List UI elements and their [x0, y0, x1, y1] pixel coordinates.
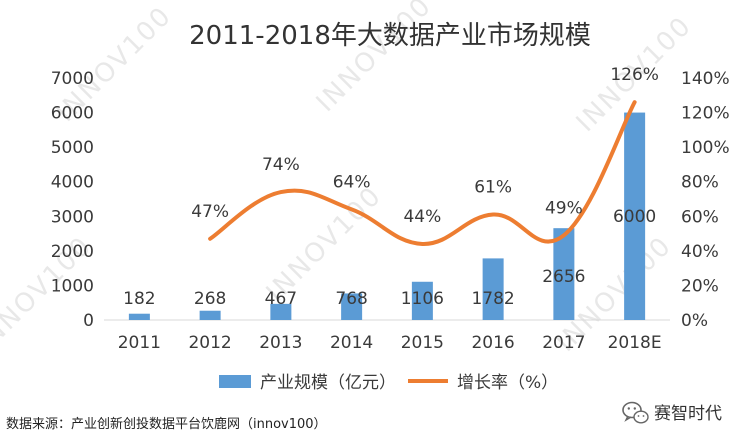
- bar-value-label: 182: [123, 289, 155, 309]
- bar: [482, 258, 504, 320]
- brand-name: 赛智时代: [654, 403, 722, 424]
- bar: [270, 303, 292, 320]
- y-axis-right: 0% 20% 40% 60% 80% 100% 120% 140%: [681, 69, 730, 331]
- bar-value-label: 6000: [613, 207, 656, 227]
- bar-value-label: 2656: [542, 267, 585, 287]
- brand-badge: 赛智时代: [622, 401, 722, 424]
- line-value-label: 61%: [474, 178, 512, 198]
- line-value-label: 49%: [545, 198, 583, 218]
- line-value-label: 47%: [191, 202, 229, 222]
- bar-value-label: 1782: [471, 289, 514, 309]
- growth-rate-line: [208, 100, 637, 246]
- y-left-tick-label: 3000: [51, 207, 94, 227]
- bar-value-label: 467: [265, 289, 297, 309]
- wechat-icon: [622, 401, 649, 424]
- bar-data-labels: 182 268 467 768 1106 1782 2656 6000: [123, 207, 656, 309]
- watermark-text: INNOV100: [311, 0, 438, 118]
- bar: [341, 293, 363, 320]
- y-left-tick-label: 1000: [51, 276, 94, 296]
- y-left-tick-label: 6000: [51, 104, 94, 124]
- bar: [553, 228, 575, 320]
- x-tick-label: 2017: [542, 333, 585, 353]
- bar: [199, 310, 221, 320]
- y-right-tick-label: 20%: [681, 276, 719, 296]
- bar-value-label: 268: [194, 289, 226, 309]
- y-left-tick-label: 2000: [51, 242, 94, 262]
- y-right-tick-label: 60%: [681, 207, 719, 227]
- line-value-label: 44%: [403, 207, 441, 227]
- x-tick-label: 2016: [471, 333, 514, 353]
- y-right-tick-label: 40%: [681, 242, 719, 262]
- y-right-tick-label: 100%: [681, 138, 730, 158]
- line-value-label: 126%: [610, 65, 659, 85]
- x-tick-label: 2018E: [608, 333, 662, 353]
- legend-label-line: 增长率（%）: [457, 373, 558, 393]
- x-tick-label: 2012: [188, 333, 231, 353]
- legend-swatch-bars: [219, 375, 251, 388]
- y-left-tick-label: 7000: [51, 69, 94, 89]
- bar-value-label: 1106: [401, 289, 444, 309]
- x-tick-label: 2011: [118, 333, 161, 353]
- x-tick-label: 2014: [330, 333, 373, 353]
- y-left-tick-label: 5000: [51, 138, 94, 158]
- x-axis: 2011 2012 2013 2014 2015 2016 2017 2018E: [118, 333, 662, 353]
- y-left-tick-label: 0: [83, 311, 94, 331]
- bar-series: [128, 112, 646, 320]
- bar: [411, 281, 433, 320]
- y-right-tick-label: 140%: [681, 69, 730, 89]
- line-value-label: 64%: [333, 172, 371, 192]
- bar: [128, 313, 150, 320]
- x-tick-label: 2013: [259, 333, 302, 353]
- y-right-tick-label: 120%: [681, 104, 730, 124]
- source-note: 数据来源：产业创新创投数据平台饮鹿网（innov100）: [6, 416, 327, 432]
- y-right-tick-label: 0%: [681, 311, 708, 331]
- bar-value-label: 768: [335, 289, 367, 309]
- y-left-tick-label: 4000: [51, 173, 94, 193]
- line-data-labels: 47% 74% 64% 44% 61% 49% 126%: [191, 65, 659, 227]
- legend: 产业规模（亿元） 增长率（%）: [219, 373, 558, 393]
- chart-title: 2011-2018年大数据产业市场规模: [189, 21, 591, 51]
- y-axis-left: 0 1000 2000 3000 4000 5000 6000 7000: [51, 69, 94, 331]
- line-value-label: 74%: [262, 155, 300, 175]
- bar: [624, 112, 646, 320]
- y-right-tick-label: 80%: [681, 173, 719, 193]
- legend-label-bars: 产业规模（亿元）: [260, 373, 396, 393]
- x-tick-label: 2015: [401, 333, 444, 353]
